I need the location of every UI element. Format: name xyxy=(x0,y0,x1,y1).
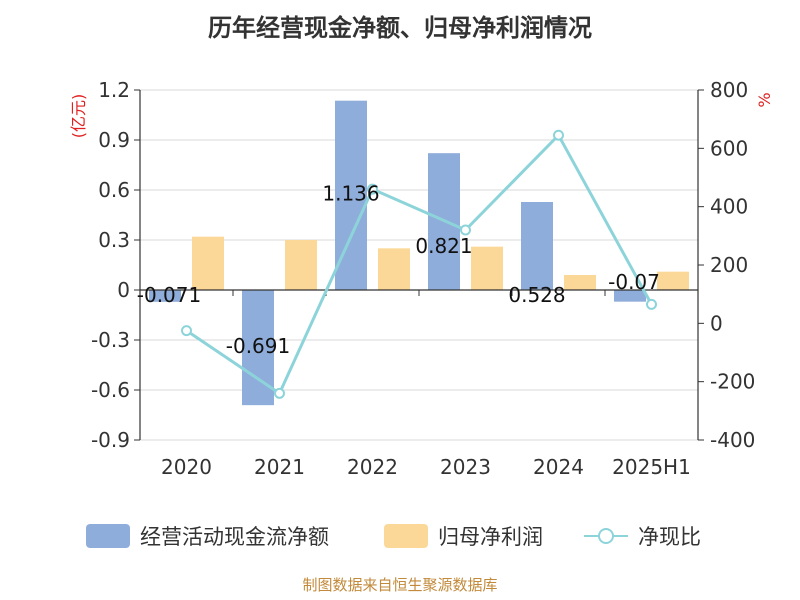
right-tick-label: -400 xyxy=(710,428,755,452)
x-tick-label: 2024 xyxy=(533,455,584,479)
legend-item-netprofit[interactable]: 归母净利润 xyxy=(384,520,543,552)
bar-netprofit xyxy=(657,271,689,290)
x-tick-label: 2020 xyxy=(161,455,212,479)
data-label-cashflow: 0.528 xyxy=(508,283,565,307)
bar-netprofit xyxy=(285,240,317,290)
axes: 1.2 0.9 0.6 0.3 0 -0.3 -0.6 -0.9 800 600 400 200 0 -2… xyxy=(69,78,774,479)
legend-label-netprofit: 归母净利润 xyxy=(438,525,543,549)
bar-netprofit xyxy=(471,246,503,290)
ratio-point xyxy=(553,129,564,141)
left-tick-label: -0.6 xyxy=(91,378,130,402)
ratio-point xyxy=(181,325,192,337)
bar-cashflow xyxy=(149,290,181,302)
legend-swatch-ratio xyxy=(584,524,628,548)
data-labels: -0.071 -0.691 1.136 0.821 0.528 -0.07 xyxy=(137,182,660,358)
source-note: 制图数据来自恒生聚源数据库 xyxy=(302,576,498,594)
left-tick-label: 0 xyxy=(117,278,130,302)
left-tick-label: -0.3 xyxy=(91,328,130,352)
right-tick-label: -200 xyxy=(710,370,755,394)
data-label-cashflow: 0.821 xyxy=(415,234,472,258)
legend-label-cashflow: 经营活动现金流净额 xyxy=(140,525,329,549)
bars xyxy=(149,100,689,406)
ratio-point xyxy=(367,183,378,195)
bar-netprofit xyxy=(378,248,410,290)
right-axis-unit: % xyxy=(755,92,774,107)
legend-item-cashflow[interactable]: 经营活动现金流净额 xyxy=(86,520,329,552)
data-label-cashflow: -0.07 xyxy=(608,270,660,294)
right-tick-label: 800 xyxy=(710,78,748,102)
x-tick-label: 2025H1 xyxy=(612,455,691,479)
data-label-cashflow: -0.071 xyxy=(137,283,201,307)
ratio-line xyxy=(181,129,657,399)
legend-label-ratio: 净现比 xyxy=(638,525,701,549)
left-tick-label: 0.9 xyxy=(98,128,130,152)
right-tick-label: 600 xyxy=(710,136,748,160)
left-tick-label: 0.6 xyxy=(98,178,130,202)
legend-item-ratio[interactable]: 净现比 xyxy=(584,520,701,552)
chart-title: 历年经营现金净额、归母净利润情况 xyxy=(208,14,592,42)
ratio-point xyxy=(460,224,471,236)
left-tick-label: 0.3 xyxy=(98,228,130,252)
x-tick-label: 2021 xyxy=(254,455,305,479)
bar-netprofit xyxy=(192,236,224,290)
chart-plot: 1.2 0.9 0.6 0.3 0 -0.3 -0.6 -0.9 800 600 400 200 0 -2… xyxy=(69,78,774,479)
ratio-point xyxy=(646,298,657,310)
bar-cashflow xyxy=(614,290,646,302)
data-label-cashflow: 1.136 xyxy=(322,182,379,206)
legend-swatch-cashflow xyxy=(86,524,130,548)
legend-swatch-netprofit xyxy=(384,524,428,548)
right-tick-label: 200 xyxy=(710,253,748,277)
bar-netprofit xyxy=(564,275,596,290)
data-label-cashflow: -0.691 xyxy=(226,334,290,358)
right-tick-label: 0 xyxy=(710,311,723,335)
x-tick-label: 2023 xyxy=(440,455,491,479)
grid-lines xyxy=(140,89,698,441)
right-tick-label: 400 xyxy=(710,195,748,219)
left-tick-label: -0.9 xyxy=(91,428,130,452)
legend: 经营活动现金流净额 归母净利润 净现比 xyxy=(0,520,800,552)
ratio-point xyxy=(274,387,285,399)
bar-cashflow xyxy=(521,202,553,290)
x-tick-label: 2022 xyxy=(347,455,398,479)
ratio-line-path xyxy=(185,132,653,396)
left-axis-unit: (亿元) xyxy=(69,94,88,139)
left-tick-label: 1.2 xyxy=(98,78,130,102)
